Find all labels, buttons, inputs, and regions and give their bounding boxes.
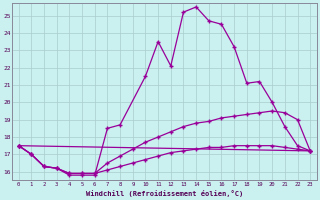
X-axis label: Windchill (Refroidissement éolien,°C): Windchill (Refroidissement éolien,°C) [86, 190, 243, 197]
